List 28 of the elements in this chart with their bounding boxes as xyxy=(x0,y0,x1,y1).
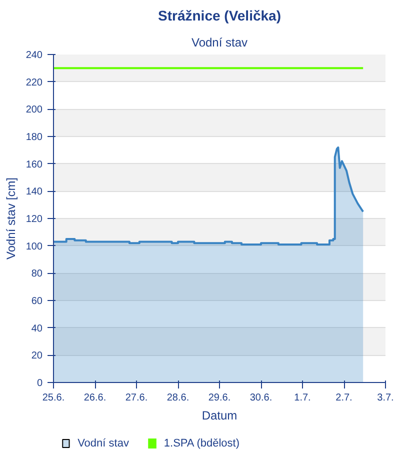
chart-subtitle: Vodní stav xyxy=(191,36,248,50)
y-tick-label: 120 xyxy=(26,214,43,225)
x-tick-label: 28.6. xyxy=(166,392,190,404)
legend-label: Vodní stav xyxy=(78,438,130,450)
x-tick-label: 25.6. xyxy=(42,392,65,404)
chart-title: Strážnice (Velička) xyxy=(158,8,281,24)
y-tick-label: 40 xyxy=(31,323,43,334)
x-tick-label: 30.6. xyxy=(250,392,272,404)
y-tick-label: 60 xyxy=(31,296,43,307)
y-tick-label: 160 xyxy=(26,159,43,170)
y-tick-label: 220 xyxy=(26,77,43,88)
x-tick-label: 2.7. xyxy=(336,392,352,404)
y-tick-label: 140 xyxy=(26,186,43,198)
y-tick-label: 100 xyxy=(26,241,43,252)
legend-label: 1.SPA (bdělost) xyxy=(164,438,240,450)
x-tick-label: 26.6. xyxy=(84,392,106,404)
y-axis-title: Vodní stav [cm] xyxy=(4,177,18,260)
x-axis-title: Datum xyxy=(202,408,238,422)
y-tick-label: 20 xyxy=(31,350,43,362)
x-tick-label: 1.7. xyxy=(294,392,311,404)
x-tick-label: 27.6. xyxy=(125,392,148,404)
y-tick-label: 80 xyxy=(31,268,43,280)
y-tick-label: 180 xyxy=(26,132,43,143)
y-tick-label: 0 xyxy=(36,378,43,389)
y-tick-label: 240 xyxy=(26,50,43,61)
x-tick-label: 3.7. xyxy=(377,392,394,404)
x-tick-label: 29.6. xyxy=(208,392,231,404)
y-tick-label: 200 xyxy=(26,104,43,116)
